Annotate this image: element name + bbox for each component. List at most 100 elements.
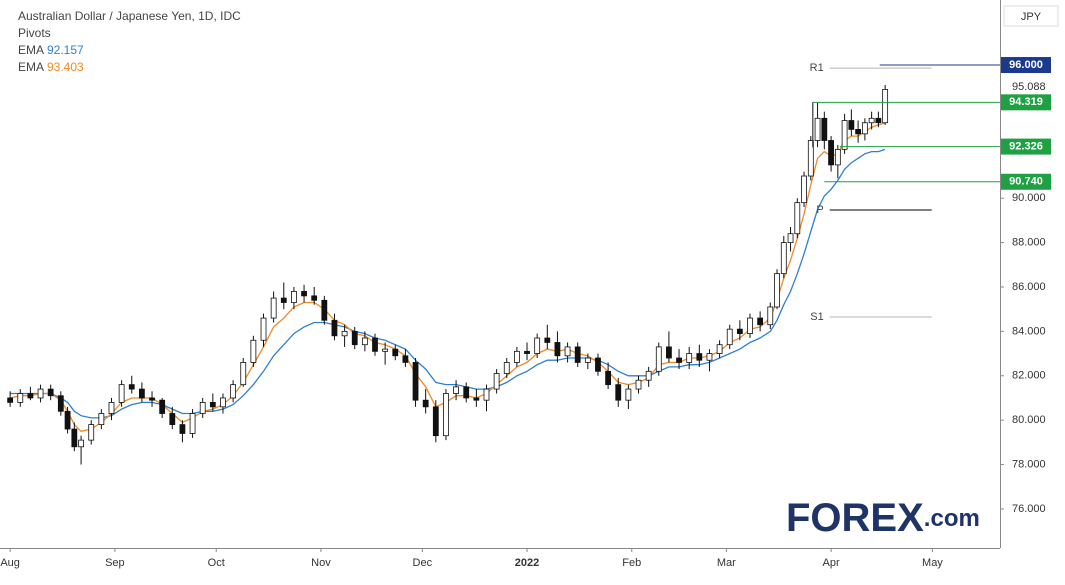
candle-body <box>706 353 713 361</box>
candle-body <box>311 295 318 301</box>
candle-body <box>861 122 868 135</box>
level-label: 96.000 <box>1009 59 1043 71</box>
candle-body <box>493 373 500 390</box>
candle-body <box>98 413 105 425</box>
candle-body <box>615 384 622 401</box>
candle-body <box>382 348 389 352</box>
candle-body <box>37 388 44 399</box>
candle-body <box>57 395 64 412</box>
candle-body <box>655 346 662 372</box>
candle-body <box>108 401 115 414</box>
candle-body <box>801 175 807 204</box>
currency: JPY <box>1021 11 1042 23</box>
candle-body <box>250 339 257 363</box>
candle-body <box>625 388 632 401</box>
candle-body <box>453 386 459 394</box>
candle-body <box>513 350 520 363</box>
candle-body <box>463 386 470 399</box>
candle-body <box>331 319 338 337</box>
candle-body <box>7 397 14 403</box>
candle-body <box>828 140 834 166</box>
y-tick-label: 84.000 <box>1012 325 1046 337</box>
candle-body <box>855 128 862 135</box>
candle-body <box>71 428 78 448</box>
candle-body <box>875 117 882 124</box>
ema-line <box>9 122 886 433</box>
candle-body <box>422 399 429 408</box>
x-tick-label: 2022 <box>515 557 539 569</box>
candle-body <box>794 202 801 235</box>
candle-body <box>240 362 247 386</box>
candle-body <box>179 424 186 434</box>
last-high-label: 95.088 <box>1012 81 1046 93</box>
y-tick-label: 82.000 <box>1012 370 1046 382</box>
y-tick-label: 76.000 <box>1012 503 1046 515</box>
x-tick-label: Dec <box>413 557 433 569</box>
candle-body <box>138 388 145 399</box>
candle-body <box>544 337 551 343</box>
candle-body <box>17 393 24 403</box>
candle-body <box>483 388 490 401</box>
pivot-label: P <box>816 204 823 216</box>
candle-body <box>291 291 297 303</box>
chart-title: Australian Dollar / Japanese Yen, 1D, ID… <box>18 9 241 23</box>
candle-body <box>787 233 794 243</box>
candle-body <box>260 317 267 341</box>
level-box <box>1001 138 1051 155</box>
candle-body <box>807 140 814 177</box>
x-tick-label: Aug <box>0 557 20 569</box>
x-tick-label: Apr <box>823 557 840 569</box>
candle-body <box>841 120 848 150</box>
x-tick-label: Feb <box>622 557 641 569</box>
candle-body <box>834 148 841 166</box>
candle-body <box>351 330 358 346</box>
candle-body <box>574 346 581 363</box>
candle-body <box>666 346 672 359</box>
level-label: 90.740 <box>1009 176 1043 188</box>
level-label: 94.319 <box>1009 96 1043 108</box>
candle-body <box>686 353 693 363</box>
y-tick-label: 86.000 <box>1012 281 1046 293</box>
candle-body <box>280 297 287 303</box>
candle-body <box>199 401 206 414</box>
candle-body <box>780 242 787 275</box>
candle-body <box>868 117 875 124</box>
ema-line <box>10 148 886 419</box>
candle-body <box>27 393 34 399</box>
x-tick-label: Nov <box>311 557 331 569</box>
candle-body <box>230 384 237 399</box>
candle-body <box>564 346 571 357</box>
currency-box <box>1003 5 1059 27</box>
candle-body <box>726 328 733 346</box>
candle-body <box>270 297 277 319</box>
candle-body <box>402 355 409 363</box>
level-label: 92.326 <box>1009 140 1043 152</box>
candle-body <box>696 353 703 361</box>
logo-brand: FOREX <box>786 496 924 540</box>
candle-body <box>47 388 54 397</box>
candle-body <box>645 370 652 381</box>
candle-body <box>128 384 135 390</box>
y-tick-label: 88.000 <box>1012 237 1046 249</box>
legend-value: 93.403 <box>47 60 84 74</box>
candle-body <box>757 317 764 326</box>
candle-body <box>341 330 348 337</box>
candle-body <box>503 362 510 374</box>
candle-body <box>814 117 821 141</box>
candle-body <box>635 379 642 390</box>
subtitle: Pivots <box>18 26 51 40</box>
y-tick-label: 90.000 <box>1012 192 1046 204</box>
candle-body <box>149 397 155 401</box>
level-box <box>1001 94 1051 111</box>
candle-body <box>209 401 216 408</box>
candle-body <box>443 393 449 437</box>
candle-body <box>169 413 176 425</box>
x-tick-label: Oct <box>208 557 225 569</box>
candle-body <box>767 306 774 326</box>
legend-name: EMA <box>18 60 44 74</box>
logo: FOREX.com <box>786 496 980 540</box>
candle-body <box>821 117 828 141</box>
candle-body <box>774 273 780 308</box>
candle-body <box>321 299 328 321</box>
